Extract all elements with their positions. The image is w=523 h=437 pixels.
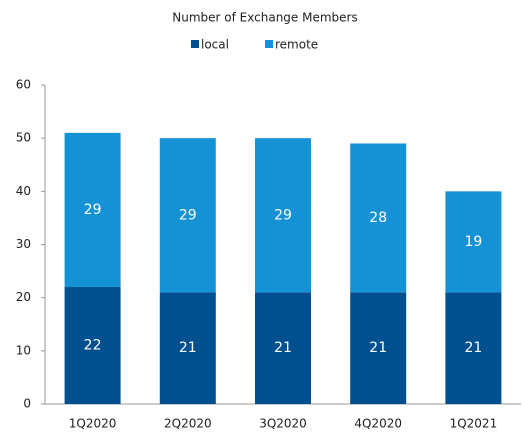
value-label: 29: [179, 207, 197, 223]
legend-swatch: [265, 40, 273, 48]
value-label: 29: [84, 202, 102, 218]
bar-segment: [350, 143, 407, 293]
bar-segment: [159, 292, 216, 404]
y-tick-label: 20: [16, 290, 31, 304]
legend-swatch: [191, 40, 199, 48]
value-label: 21: [464, 340, 482, 356]
value-label: 21: [274, 340, 292, 356]
bar-segment: [64, 287, 121, 404]
y-tick-label: 60: [16, 78, 31, 92]
bar-segment: [350, 292, 407, 404]
y-tick-label: 50: [16, 131, 31, 145]
x-tick-label: 4Q2020: [354, 417, 402, 431]
value-label: 21: [179, 340, 197, 356]
bar-segment: [255, 138, 311, 293]
bar-segment: [64, 132, 121, 288]
x-tick-label: 2Q2020: [164, 417, 212, 431]
legend-label: local: [201, 38, 229, 52]
y-tick-label: 30: [16, 237, 31, 251]
value-label: 19: [464, 234, 482, 250]
bar-segment: [445, 292, 502, 404]
x-tick-label: 1Q2020: [69, 417, 117, 431]
x-tick-label: 3Q2020: [259, 417, 307, 431]
legend-label: remote: [275, 38, 318, 52]
value-label: 28: [369, 210, 387, 226]
value-label: 21: [369, 340, 387, 356]
y-tick-label: 10: [16, 343, 31, 357]
value-label: 22: [84, 338, 102, 354]
bar-segment: [159, 138, 216, 293]
bar-segment: [255, 292, 311, 404]
bar-segment: [445, 191, 502, 293]
y-tick-label: 40: [16, 184, 31, 198]
x-tick-label: 1Q2021: [450, 417, 498, 431]
y-tick-label: 0: [23, 397, 31, 411]
value-label: 29: [274, 207, 292, 223]
chart-title: Number of Exchange Members: [172, 11, 357, 25]
